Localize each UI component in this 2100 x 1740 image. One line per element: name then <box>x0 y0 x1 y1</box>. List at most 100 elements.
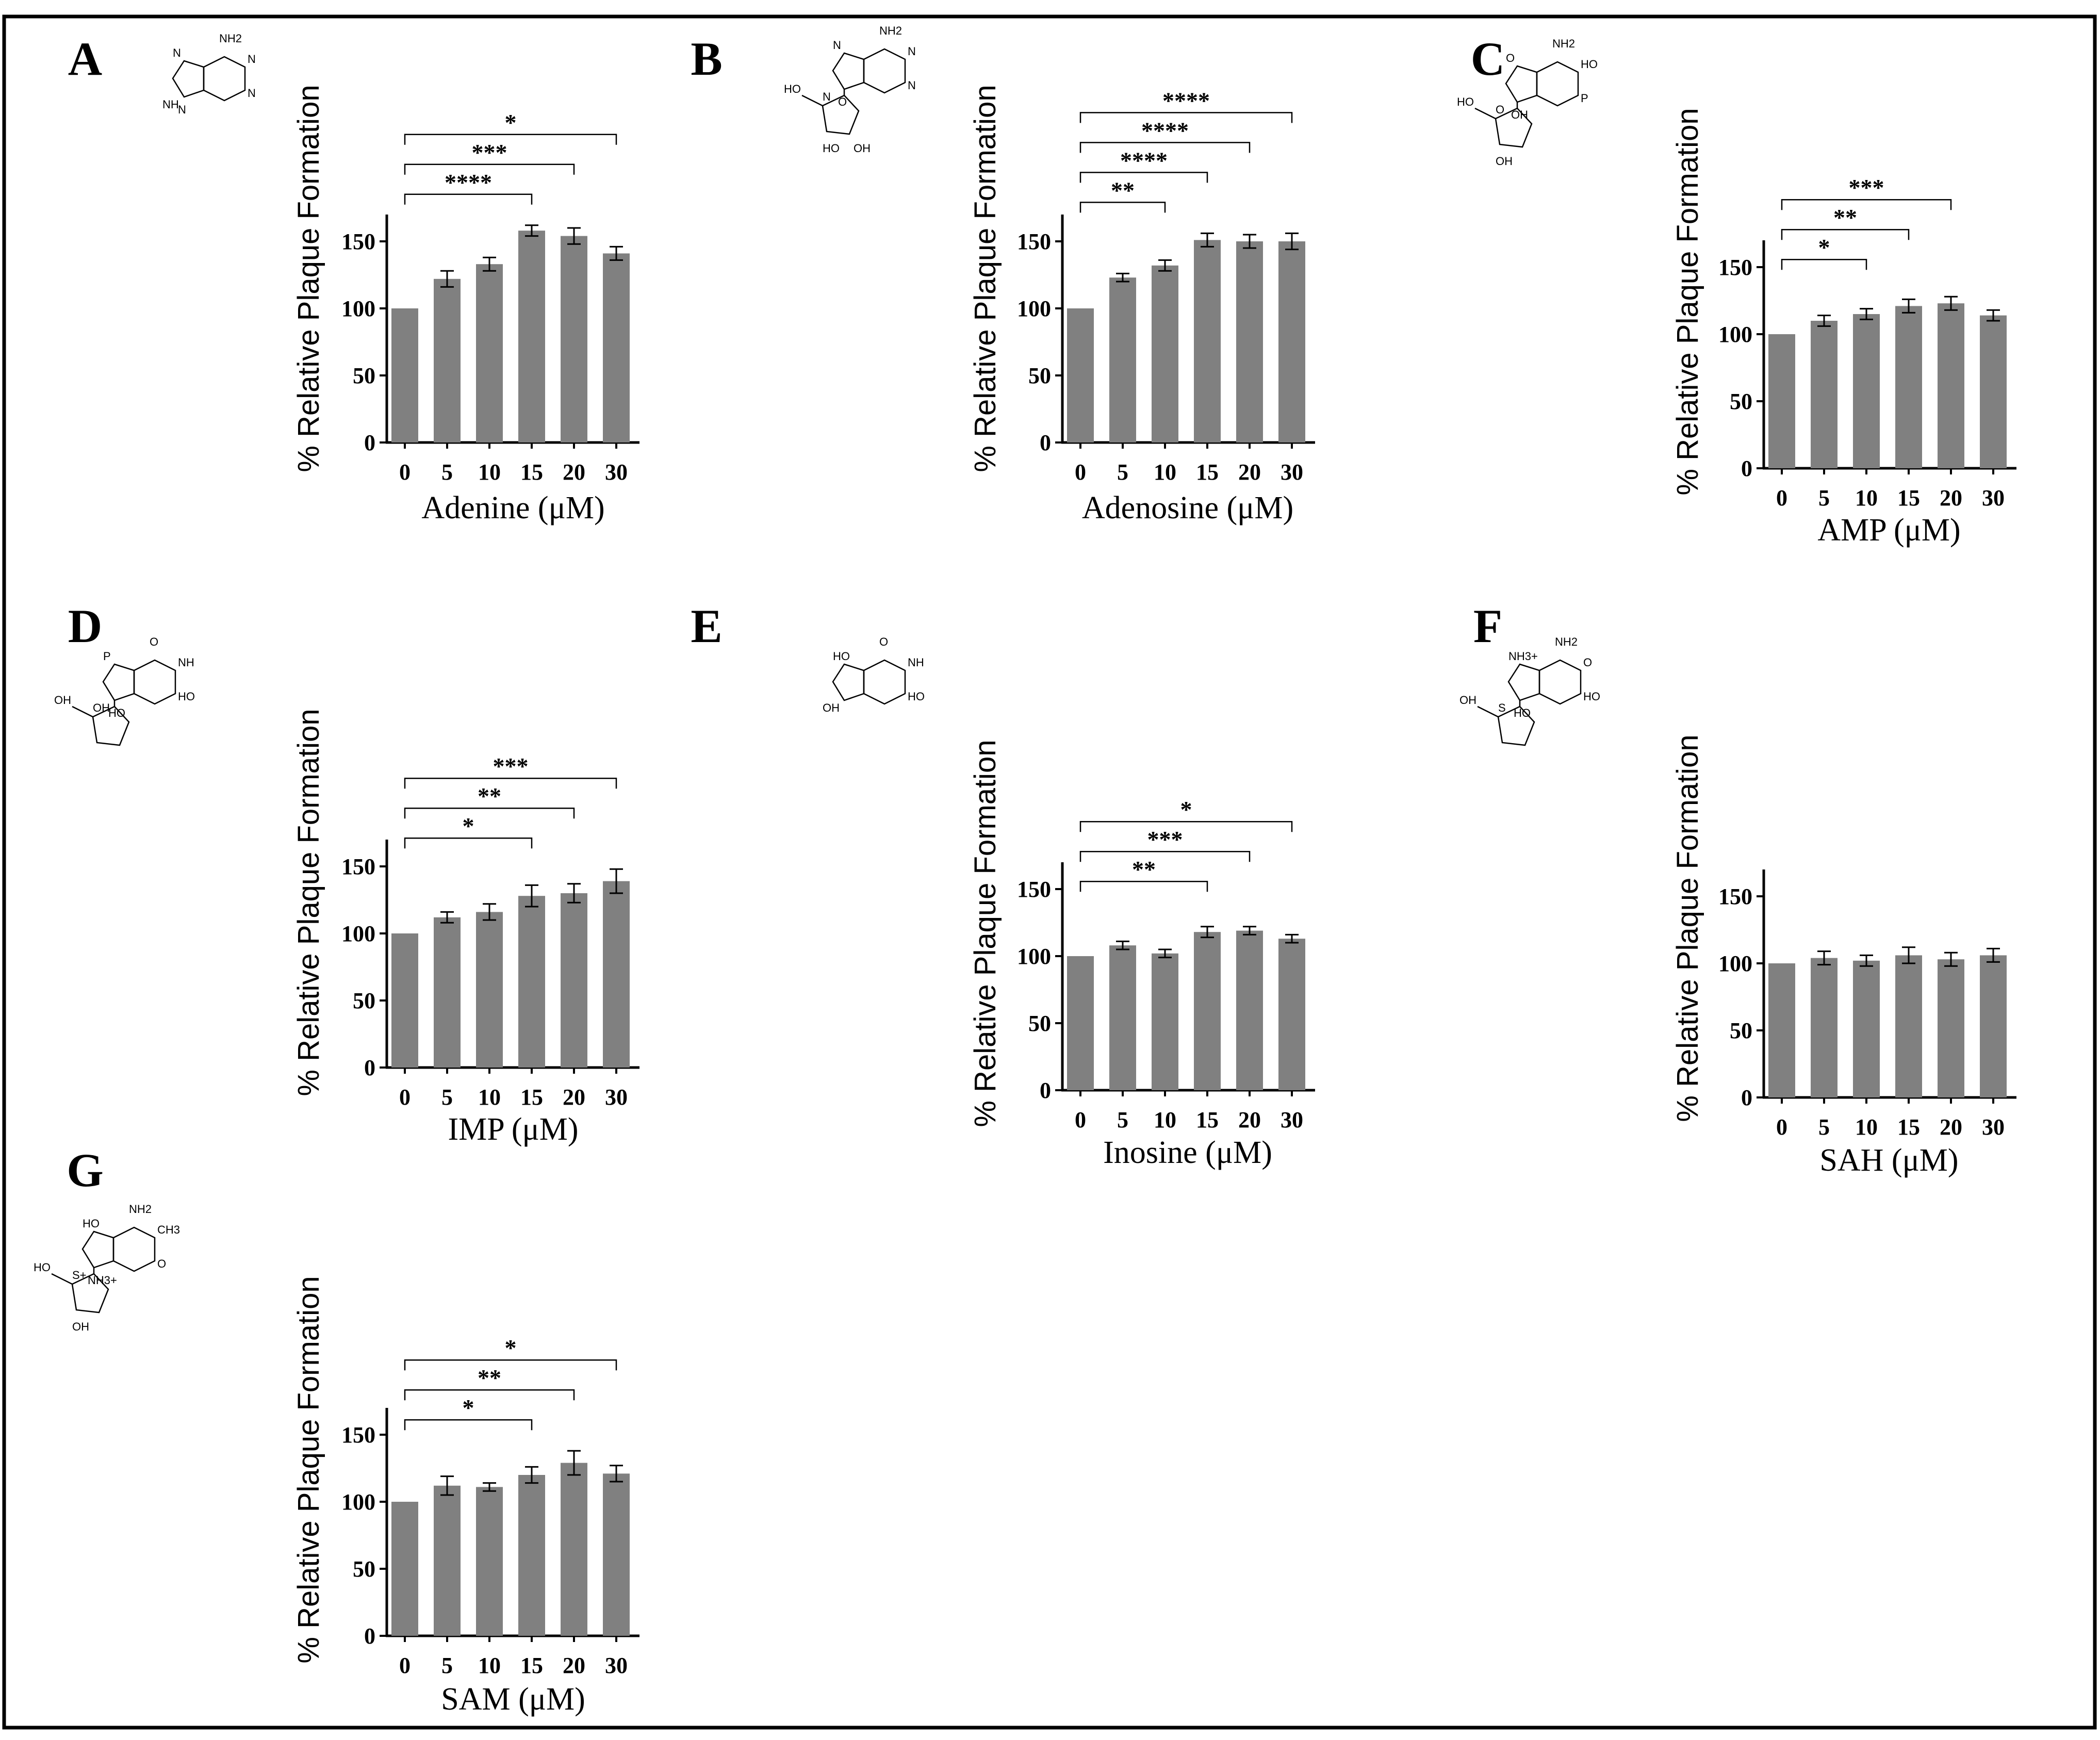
structure-atom-label: S <box>1498 701 1506 714</box>
significance-bracket <box>1079 172 1208 183</box>
significance-label: ** <box>1833 204 1857 231</box>
panel-e-structure: O NH HO HO OH <box>823 635 925 714</box>
bar <box>1980 955 2007 1097</box>
x-tick-label: 10 <box>478 459 501 485</box>
significance-label: ** <box>1132 856 1156 882</box>
y-tick-label: 50 <box>1028 1011 1051 1036</box>
structure-atom-label: O <box>157 1257 166 1270</box>
x-tick-label: 10 <box>478 1085 501 1110</box>
x-tick-label: 15 <box>1897 485 1920 511</box>
x-axis-label: SAH (μM) <box>1819 1143 1958 1178</box>
x-tick-label: 15 <box>1897 1114 1920 1140</box>
bar <box>603 881 630 1068</box>
structure-atom-label: HO <box>1583 690 1600 703</box>
x-axis-label: IMP (μM) <box>448 1112 578 1147</box>
x-tick-label: 0 <box>1075 1107 1086 1132</box>
y-axis-label: % Relative Plaque Formation <box>1671 734 1704 1122</box>
y-axis-label: % Relative Plaque Formation <box>292 1276 325 1663</box>
panel-g-structure: NH2 CH3 O HO S+ NH3+ HO OH <box>34 1203 180 1333</box>
bar <box>1278 939 1305 1090</box>
structure-atom-label: HO <box>1514 707 1531 719</box>
structure-atom-label: O <box>1496 103 1504 116</box>
structure-atom-label: NH <box>162 98 179 111</box>
y-tick-label: 0 <box>364 430 375 455</box>
structure-atom-label: NH2 <box>1552 37 1575 50</box>
structure-atom-label: OH <box>72 1320 89 1333</box>
structure-atom-label: NH2 <box>129 1203 152 1216</box>
structure-ring-6 <box>863 659 906 705</box>
bar <box>1194 932 1221 1090</box>
x-tick-label: 0 <box>1075 459 1086 485</box>
significance-label: * <box>1818 234 1830 260</box>
x-tick-label: 10 <box>1855 1114 1878 1140</box>
bar <box>518 1475 545 1636</box>
y-tick-label: 50 <box>353 363 375 388</box>
significance-bracket <box>404 134 617 145</box>
structure-bond <box>72 705 93 718</box>
x-tick-label: 30 <box>605 1653 628 1678</box>
y-tick-label: 150 <box>341 854 375 879</box>
x-tick-label: 0 <box>399 1085 411 1110</box>
y-tick-label: 150 <box>341 1422 375 1448</box>
panel-letter: B <box>691 32 722 85</box>
x-tick-label: 5 <box>441 1085 453 1110</box>
structure-atom-label: HO <box>34 1261 51 1274</box>
bar <box>434 917 461 1068</box>
bar <box>1067 956 1094 1090</box>
x-axis-label: Adenosine (μM) <box>1082 490 1293 526</box>
panel-letter: A <box>68 32 102 85</box>
x-tick-label: 0 <box>399 1653 411 1678</box>
panel-c-structure: NH2 HO P O O OH HO OH <box>1457 37 1598 168</box>
x-tick-label: 20 <box>1940 485 1962 511</box>
x-tick-label: 5 <box>1818 485 1830 511</box>
y-tick-label: 50 <box>1730 389 1752 414</box>
structure-atom-label: O <box>1583 656 1592 669</box>
structure-atom-label: S+ <box>72 1269 87 1282</box>
structure-ring-6 <box>863 48 906 94</box>
significance-label: **** <box>1120 147 1168 173</box>
significance-bracket <box>404 163 575 175</box>
structure-ring-6 <box>1536 61 1579 107</box>
figure-frame <box>2 14 2097 1730</box>
structure-sugar-ring <box>822 94 860 135</box>
bar <box>476 1487 503 1636</box>
x-tick-label: 30 <box>605 1085 628 1110</box>
significance-bracket <box>1079 820 1293 832</box>
y-tick-label: 0 <box>1741 456 1752 481</box>
structure-atom-label: N <box>173 46 181 59</box>
y-tick-label: 150 <box>341 229 375 254</box>
significance-bracket <box>404 193 533 205</box>
structure-atom-label: OH <box>854 142 871 155</box>
structure-atom-label: P <box>103 650 111 663</box>
bar <box>1067 308 1094 442</box>
panel-letter: D <box>68 600 102 652</box>
y-tick-label: 150 <box>1017 229 1051 254</box>
y-tick-label: 0 <box>1040 1078 1051 1103</box>
x-axis-label: AMP (μM) <box>1817 513 1960 548</box>
x-tick-label: 15 <box>520 1653 543 1678</box>
bar <box>476 912 503 1068</box>
x-tick-label: 15 <box>520 1085 543 1110</box>
structure-atom-label: NH2 <box>219 32 242 45</box>
x-tick-label: 5 <box>1818 1114 1830 1140</box>
structure-atom-label: OH <box>1511 108 1528 121</box>
y-tick-label: 150 <box>1718 884 1752 909</box>
bar <box>518 896 545 1068</box>
x-tick-label: 5 <box>1117 459 1128 485</box>
bar <box>561 893 587 1068</box>
x-tick-label: 30 <box>605 459 628 485</box>
x-axis-label: SAM (μM) <box>441 1682 585 1717</box>
y-tick-label: 100 <box>1718 951 1752 976</box>
structure-atom-label: NH <box>908 656 924 669</box>
bar <box>1152 953 1178 1090</box>
structure-bond <box>801 94 823 107</box>
y-axis-label: % Relative Plaque Formation <box>969 740 1002 1127</box>
structure-atom-label: N <box>178 103 186 116</box>
structure-atom-label: HO <box>833 650 850 663</box>
y-tick-label: 0 <box>364 1055 375 1080</box>
